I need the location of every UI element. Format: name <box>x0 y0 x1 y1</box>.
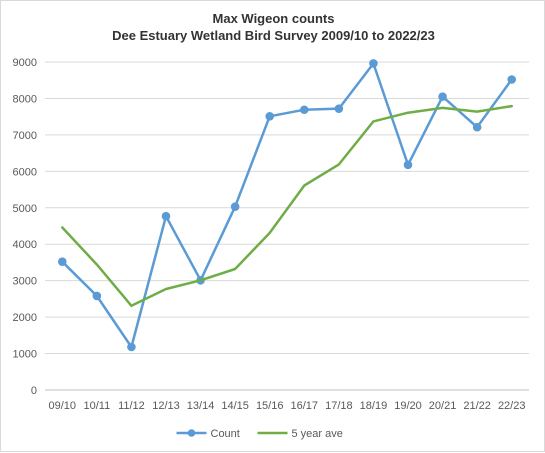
x-tick-label: 17/18 <box>325 400 353 412</box>
data-point-count <box>161 211 171 221</box>
data-point-count <box>403 160 413 170</box>
x-tick-label: 18/19 <box>360 400 388 412</box>
y-tick-label: 0 <box>31 385 37 397</box>
x-tick-label: 12/13 <box>152 400 180 412</box>
data-point-count <box>265 112 275 121</box>
data-point-count <box>57 257 67 267</box>
x-tick-label: 09/10 <box>49 400 77 412</box>
x-tick-label: 15/16 <box>256 400 284 412</box>
x-tick-label: 19/20 <box>394 400 422 412</box>
y-tick-label: 8000 <box>13 93 37 105</box>
series-line-5-year-ave <box>61 104 513 308</box>
data-point-count <box>127 342 136 352</box>
y-tick-label: 6000 <box>13 166 37 178</box>
y-tick-label: 7000 <box>13 130 37 142</box>
data-point-count <box>507 75 517 84</box>
data-point-count <box>438 92 447 101</box>
y-tick-label: 4000 <box>13 239 37 251</box>
data-point-count <box>334 104 344 113</box>
legend-marker-count <box>187 429 196 437</box>
x-tick-label: 20/21 <box>429 400 457 412</box>
x-tick-label: 10/11 <box>83 400 110 412</box>
chart-subtitle: Dee Estuary Wetland Bird Survey 2009/10 … <box>112 28 435 43</box>
x-tick-label: 16/17 <box>291 400 319 412</box>
legend-label-count: Count <box>211 428 240 440</box>
y-tick-label: 3000 <box>13 276 37 288</box>
y-tick-label: 2000 <box>13 312 37 324</box>
x-tick-label: 13/14 <box>187 400 215 412</box>
x-tick-label: 14/15 <box>221 400 249 412</box>
data-point-count <box>369 59 378 68</box>
legend-label-5-year-ave: 5 year ave <box>292 428 343 440</box>
chart-title: Max Wigeon counts <box>212 11 335 26</box>
y-tick-label: 9000 <box>13 57 37 69</box>
data-point-count <box>230 202 240 211</box>
data-point-count <box>92 291 102 301</box>
data-point-count <box>299 105 309 115</box>
y-tick-label: 5000 <box>13 203 37 215</box>
x-tick-label: 11/12 <box>118 400 145 412</box>
x-tick-label: 21/22 <box>463 400 491 412</box>
x-tick-label: 22/23 <box>498 400 526 412</box>
y-tick-label: 1000 <box>13 349 37 361</box>
data-point-count <box>472 122 482 132</box>
